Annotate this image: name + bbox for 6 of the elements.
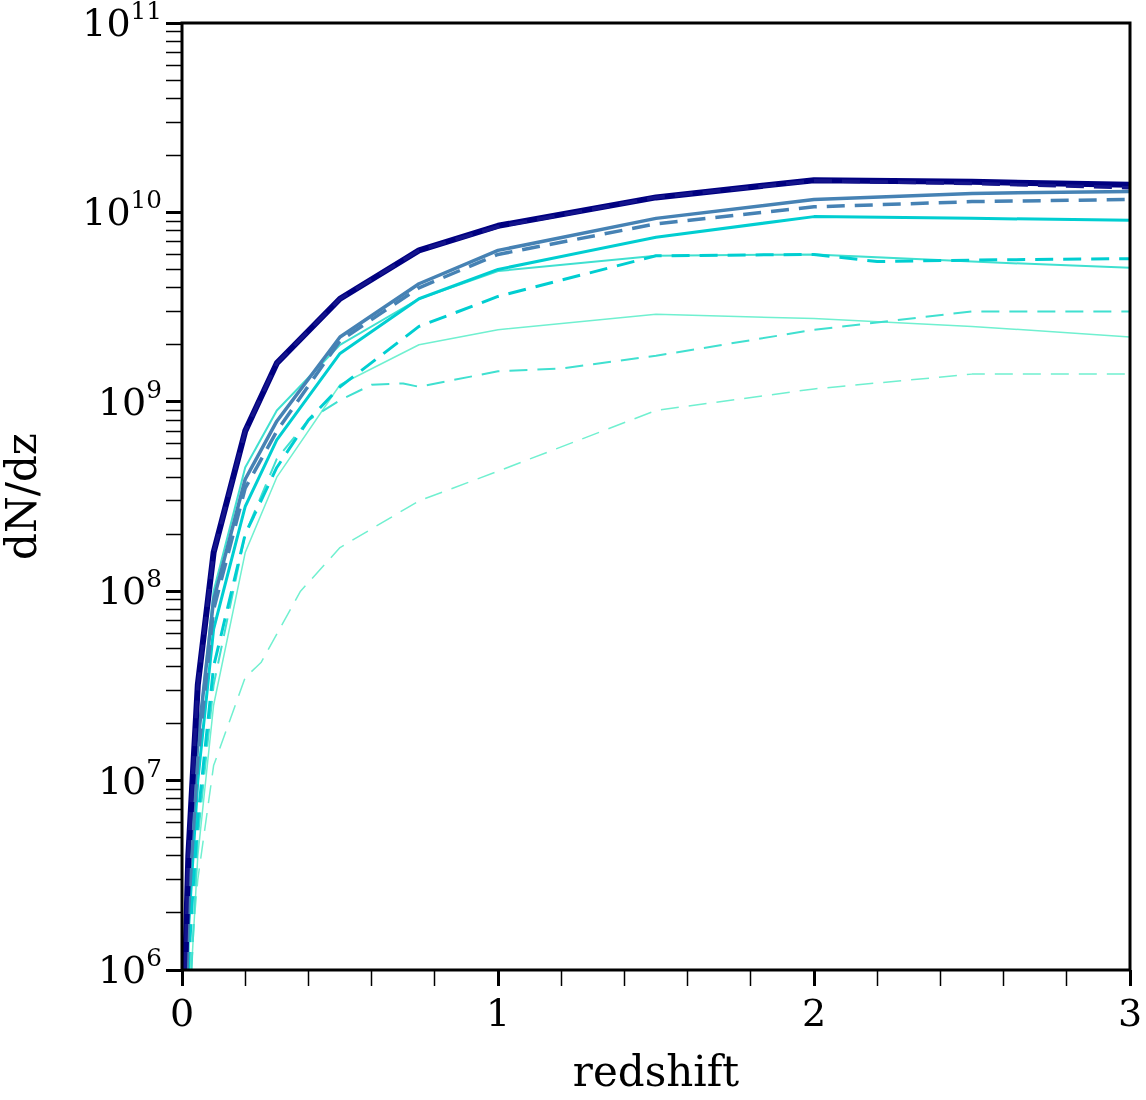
x-tick-label: 1 (485, 991, 511, 1035)
x-tick-label: 0 (169, 991, 195, 1035)
x-tick-label: 3 (1117, 991, 1143, 1035)
x-tick-label: 2 (801, 991, 827, 1035)
x-axis-title: redshift (572, 1046, 740, 1096)
y-axis-title: dN/dz (0, 433, 47, 560)
